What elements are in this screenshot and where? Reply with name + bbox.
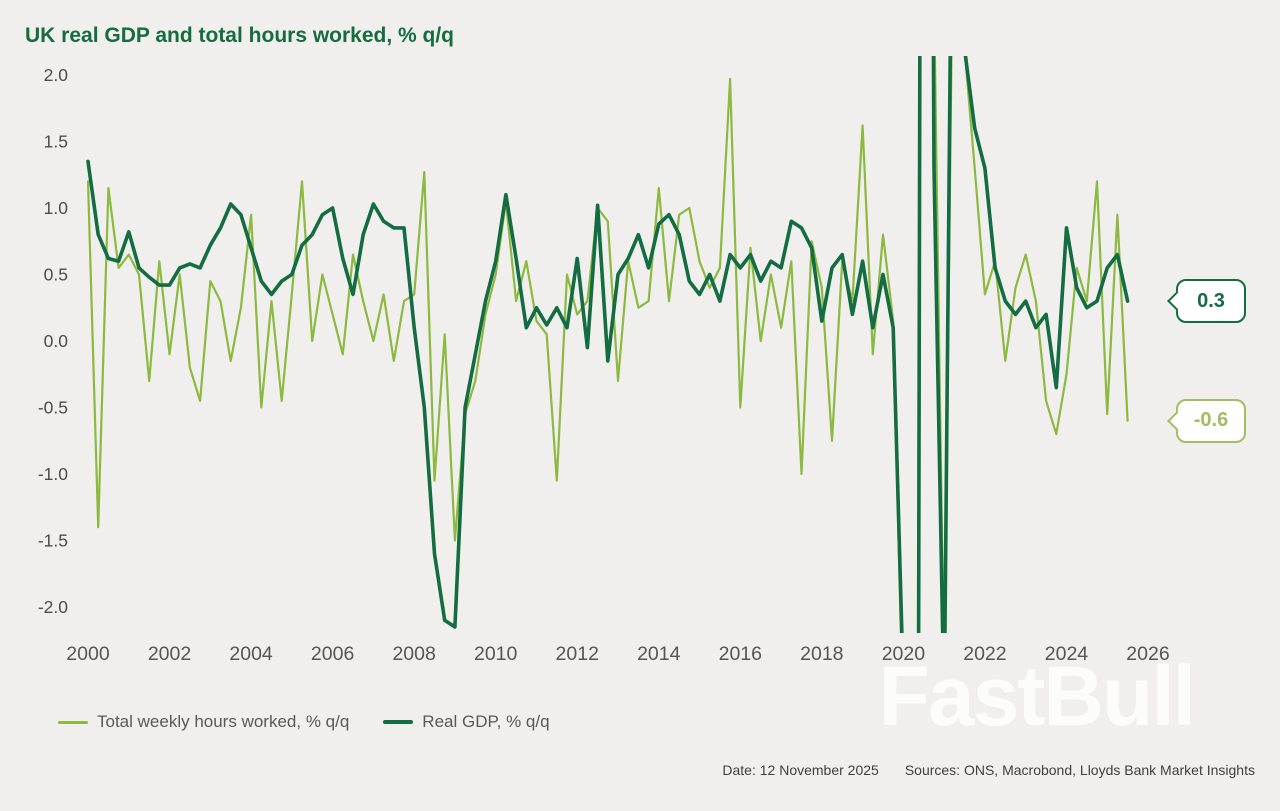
legend: Total weekly hours worked, % q/q Real GD…: [58, 712, 550, 732]
legend-label-hours: Total weekly hours worked, % q/q: [97, 712, 350, 731]
y-tick-label: -2.0: [38, 597, 68, 617]
x-tick-label: 2008: [392, 643, 435, 665]
gdp-line: [86, 56, 1130, 633]
x-axis-labels: 2000 2002 2004 2006 2008 2010 2012 2014 2016 2018…: [66, 643, 1169, 665]
legend-swatch-gdp: [383, 720, 414, 724]
hours-latest-callout: -0.6: [1176, 398, 1246, 443]
footer-date: Date: 12 November 2025: [722, 762, 879, 778]
legend-swatch-hours: [58, 720, 88, 724]
x-tick-label: 2014: [637, 643, 681, 665]
x-tick-label: 2016: [719, 643, 762, 665]
chart-title: UK real GDP and total hours worked, % q/…: [25, 24, 455, 47]
y-tick-label: -1.5: [38, 531, 68, 551]
footer: Date: 12 November 2025 Sources: ONS, Mac…: [0, 762, 1255, 778]
x-tick-label: 2012: [556, 643, 599, 665]
y-tick-label: 0.5: [44, 265, 68, 285]
x-tick-label: 2004: [229, 643, 273, 665]
x-tick-label: 2000: [66, 643, 110, 665]
x-tick-label: 2020: [882, 643, 926, 665]
x-tick-label: 2002: [148, 643, 191, 665]
gdp-latest-value: 0.3: [1197, 289, 1225, 312]
y-tick-label: 2.0: [44, 65, 69, 85]
legend-label-gdp: Real GDP, % q/q: [422, 712, 550, 731]
gdp-latest-callout: 0.3: [1176, 279, 1246, 324]
x-tick-label: 2006: [311, 643, 354, 665]
x-tick-label: 2026: [1126, 643, 1169, 665]
x-tick-label: 2024: [1045, 643, 1089, 665]
y-tick-label: -1.0: [38, 464, 68, 484]
y-tick-label: 0.0: [44, 331, 69, 351]
hours-line: [86, 56, 1129, 633]
x-tick-label: 2018: [800, 643, 843, 665]
plot-area: [86, 56, 1130, 633]
y-axis-labels: 2.0 1.5 1.0 0.5 0.0 -0.5 -1.0 -1.5 -2.0: [38, 65, 68, 617]
y-tick-label: -0.5: [38, 398, 68, 418]
hours-latest-value: -0.6: [1193, 409, 1229, 432]
y-tick-label: 1.5: [44, 132, 68, 152]
footer-sources: Sources: ONS, Macrobond, Lloyds Bank Mar…: [904, 762, 1255, 778]
x-tick-label: 2010: [474, 643, 518, 665]
y-tick-label: 1.0: [44, 198, 69, 218]
x-tick-label: 2022: [963, 643, 1006, 665]
